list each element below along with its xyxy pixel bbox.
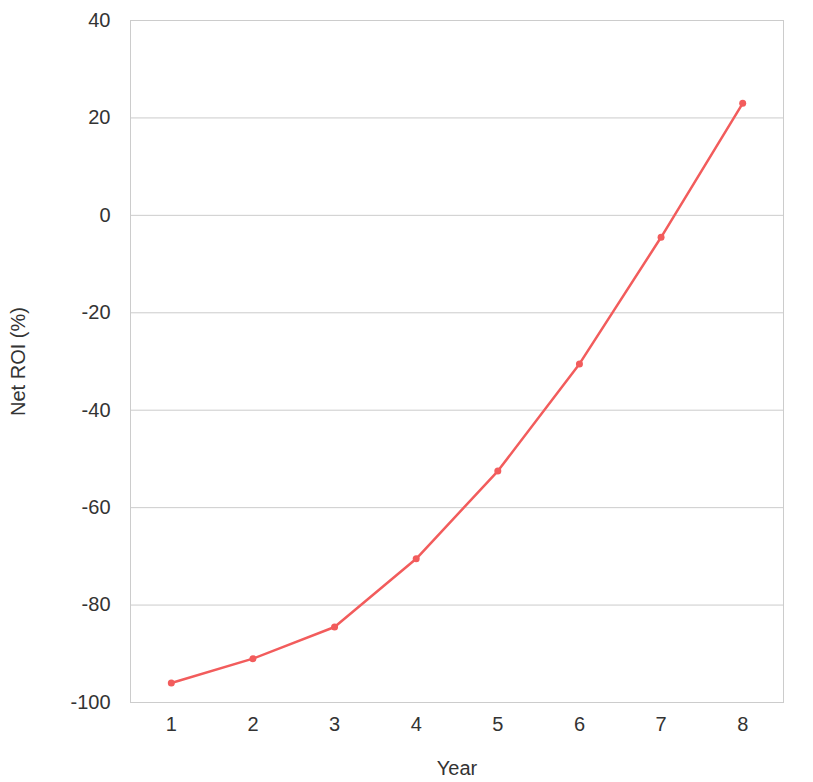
svg-text:0: 0 [99,204,110,226]
svg-text:1: 1 [166,713,177,735]
svg-text:3: 3 [329,713,340,735]
svg-text:20: 20 [88,106,110,128]
svg-text:6: 6 [574,713,585,735]
svg-text:8: 8 [737,713,748,735]
svg-text:40: 40 [88,9,110,31]
svg-text:-20: -20 [82,301,111,323]
svg-text:-60: -60 [82,496,111,518]
svg-text:Net ROI (%): Net ROI (%) [7,307,29,416]
svg-text:4: 4 [411,713,422,735]
svg-text:-80: -80 [82,593,111,615]
svg-text:-40: -40 [82,399,111,421]
svg-text:-100: -100 [70,691,110,713]
svg-text:5: 5 [492,713,503,735]
svg-text:Year: Year [437,757,478,779]
svg-text:2: 2 [247,713,258,735]
svg-text:7: 7 [656,713,667,735]
